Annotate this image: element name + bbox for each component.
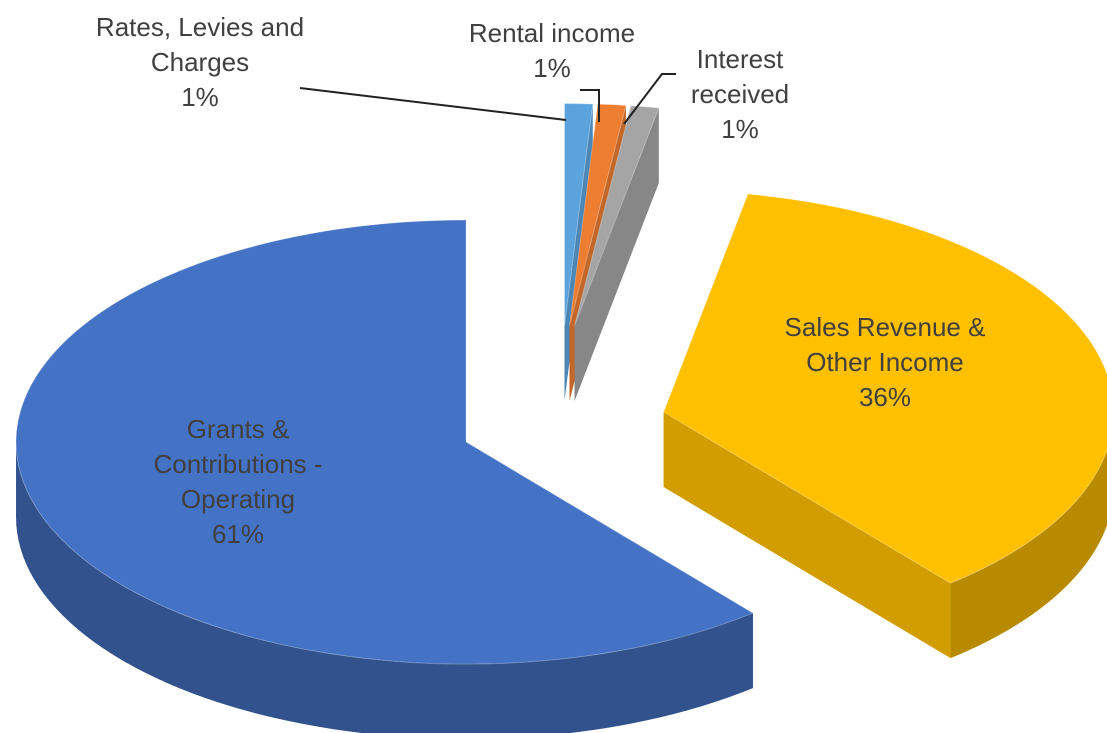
category-label: Grants & Contributions - Operating [153,414,323,514]
slice-label: Rental income 1% [422,16,682,86]
slice-label: Grants & Contributions - Operating 61% [128,412,348,552]
value-label: 1% [181,82,219,112]
value-label: 61% [211,519,265,549]
value-label: 1% [721,114,759,144]
leader-line [580,89,600,122]
slice [564,103,594,326]
slice-label: Interest received 1% [665,42,815,147]
slice-label: Sales Revenue & Other Income 36% [770,310,1000,415]
slice [569,103,627,326]
slice-side [574,107,659,402]
tops [15,103,1107,665]
value-label: 36% [858,382,912,412]
category-label: Rates, Levies and Charges [95,12,305,77]
slice [574,105,660,327]
value-label: 1% [533,53,571,83]
leader-line [623,73,676,125]
category-label: Rental income [468,18,636,48]
slice-side [663,412,951,659]
slice-wall [950,450,1107,659]
slice [663,193,1107,584]
category-label: Sales Revenue & Other Income [784,312,986,377]
category-label: Interest received [690,44,790,109]
slice-label: Rates, Levies and Charges 1% [95,10,305,115]
leader-line [299,87,567,121]
slice [15,219,754,665]
slice-wall [16,442,753,733]
